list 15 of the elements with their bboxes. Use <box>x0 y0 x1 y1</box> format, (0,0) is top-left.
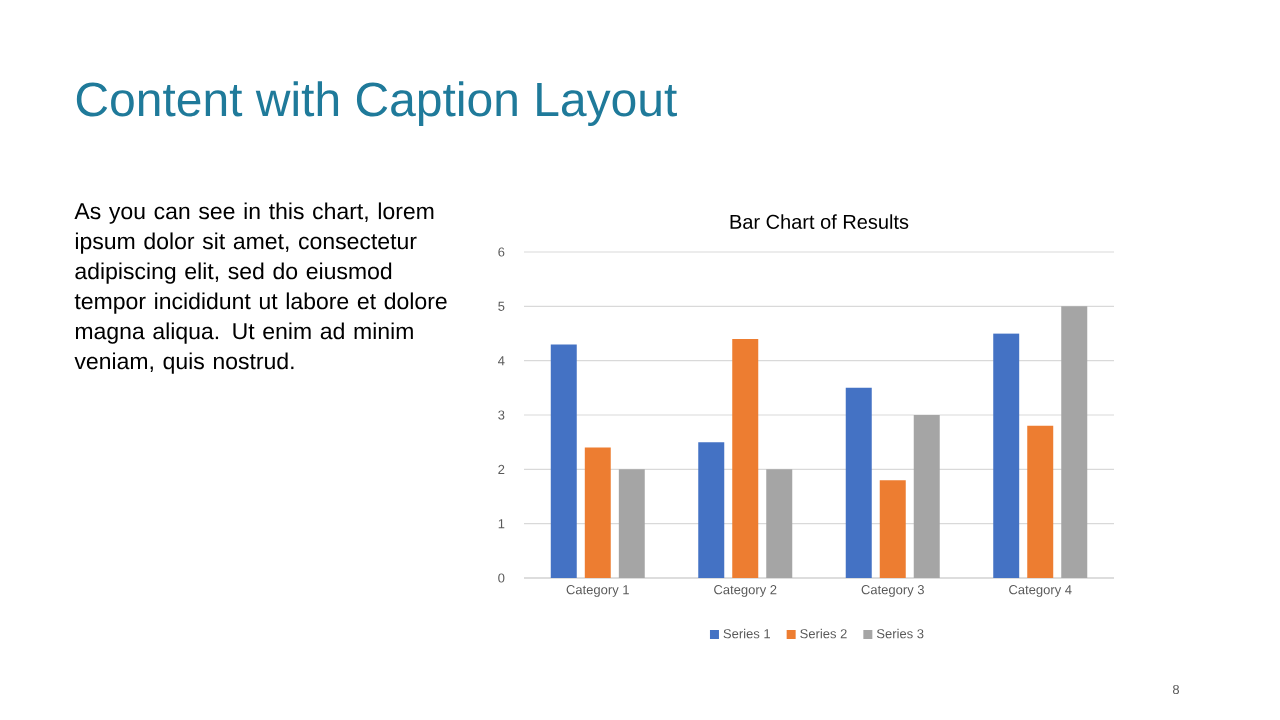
bar <box>879 480 906 578</box>
bar <box>698 442 725 578</box>
bar <box>845 387 872 578</box>
text: Content with Caption Layout <box>76 81 677 126</box>
bar <box>913 415 940 578</box>
bar <box>584 447 611 578</box>
bar <box>993 333 1020 578</box>
bar <box>1027 425 1054 578</box>
text: As you can see in this chart, lorem ipsum dolor sit amet, consectetur adipiscing elit, sed do eiusmod tempor incididunt ut labore et dolore magna aliqua. Ut enim ad minim veniam, quis nostrud. <box>74 202 447 374</box>
bar <box>550 344 577 578</box>
chart-title: Bar Chart of Results <box>730 214 909 229</box>
bar <box>618 469 645 578</box>
bar <box>766 469 793 578</box>
bar <box>1061 306 1088 578</box>
bar <box>732 338 759 578</box>
